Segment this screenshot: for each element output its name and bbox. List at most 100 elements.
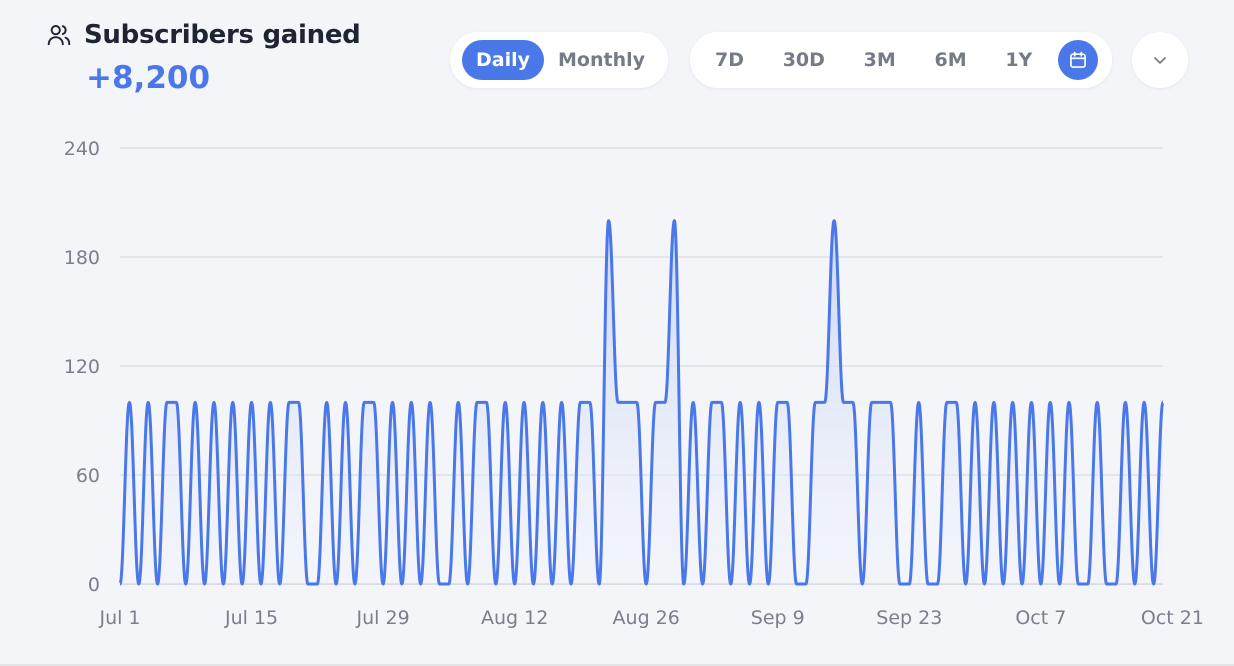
data-point bbox=[380, 581, 386, 587]
data-point bbox=[643, 581, 649, 587]
data-point bbox=[577, 399, 583, 405]
x-tick-label: Jul 29 bbox=[356, 607, 410, 629]
data-point bbox=[173, 399, 179, 405]
data-point bbox=[249, 399, 255, 405]
data-point bbox=[1028, 399, 1034, 405]
data-point bbox=[756, 399, 762, 405]
data-point bbox=[530, 581, 536, 587]
data-point bbox=[709, 399, 715, 405]
calendar-button[interactable] bbox=[1058, 40, 1098, 80]
data-point bbox=[747, 581, 753, 587]
data-point bbox=[145, 399, 151, 405]
data-point bbox=[202, 581, 208, 587]
data-point bbox=[408, 399, 414, 405]
range-selector: 7D 30D 3M 6M 1Y bbox=[690, 32, 1112, 88]
data-point bbox=[841, 399, 847, 405]
data-point bbox=[681, 581, 687, 587]
data-point bbox=[1122, 399, 1128, 405]
data-point bbox=[371, 399, 377, 405]
data-point bbox=[333, 581, 339, 587]
data-point bbox=[521, 399, 527, 405]
data-point bbox=[230, 399, 236, 405]
data-point bbox=[1113, 581, 1119, 587]
data-point bbox=[1075, 581, 1081, 587]
data-point bbox=[728, 581, 734, 587]
range-3m-button[interactable]: 3M bbox=[863, 49, 896, 71]
data-point bbox=[671, 218, 677, 224]
data-point bbox=[183, 581, 189, 587]
data-point bbox=[418, 581, 424, 587]
data-point bbox=[925, 581, 931, 587]
data-point bbox=[136, 581, 142, 587]
data-point bbox=[493, 581, 499, 587]
data-point bbox=[1151, 581, 1157, 587]
data-point bbox=[267, 399, 273, 405]
data-point bbox=[258, 581, 264, 587]
daily-toggle[interactable]: Daily bbox=[462, 40, 545, 80]
data-point bbox=[446, 581, 452, 587]
data-point bbox=[916, 399, 922, 405]
data-point bbox=[1160, 399, 1166, 405]
data-point bbox=[1047, 399, 1053, 405]
data-point bbox=[474, 399, 480, 405]
data-point bbox=[906, 581, 912, 587]
data-point bbox=[436, 581, 442, 587]
series-line bbox=[118, 219, 1165, 586]
data-point bbox=[343, 399, 349, 405]
data-point bbox=[155, 581, 161, 587]
data-point bbox=[775, 399, 781, 405]
data-point bbox=[934, 581, 940, 587]
data-point bbox=[117, 581, 123, 587]
range-6m-button[interactable]: 6M bbox=[934, 49, 967, 71]
x-tick-label: Oct 7 bbox=[1015, 607, 1066, 629]
data-point bbox=[991, 399, 997, 405]
data-point bbox=[972, 399, 978, 405]
data-point bbox=[690, 399, 696, 405]
x-tick-label: Jul 15 bbox=[224, 607, 278, 629]
data-point bbox=[1038, 581, 1044, 587]
data-point bbox=[831, 218, 837, 224]
data-point bbox=[164, 399, 170, 405]
x-tick-label: Jul 1 bbox=[98, 607, 140, 629]
data-point bbox=[277, 581, 283, 587]
data-point bbox=[794, 581, 800, 587]
card-header: Subscribers gained bbox=[46, 20, 361, 50]
data-point bbox=[549, 581, 555, 587]
data-point bbox=[305, 581, 311, 587]
data-point bbox=[568, 581, 574, 587]
data-point bbox=[389, 399, 395, 405]
calendar-icon bbox=[1070, 51, 1086, 68]
data-point bbox=[512, 581, 518, 587]
data-point bbox=[888, 399, 894, 405]
data-point bbox=[1085, 581, 1091, 587]
options-dropdown-button[interactable] bbox=[1132, 32, 1188, 88]
x-tick-label: Sep 23 bbox=[876, 607, 942, 629]
data-point bbox=[822, 399, 828, 405]
data-point bbox=[540, 399, 546, 405]
subscribers-total: +8,200 bbox=[86, 60, 211, 96]
data-point bbox=[126, 399, 132, 405]
data-point bbox=[1019, 581, 1025, 587]
data-point bbox=[662, 399, 668, 405]
y-tick-label: 240 bbox=[64, 138, 100, 160]
data-point bbox=[850, 399, 856, 405]
data-point bbox=[239, 581, 245, 587]
data-point bbox=[587, 399, 593, 405]
data-point bbox=[803, 581, 809, 587]
data-point bbox=[1057, 581, 1063, 587]
data-point bbox=[718, 399, 724, 405]
data-point bbox=[1094, 399, 1100, 405]
range-30d-button[interactable]: 30D bbox=[782, 49, 825, 71]
range-7d-button[interactable]: 7D bbox=[715, 49, 744, 71]
data-point bbox=[1104, 581, 1110, 587]
data-point bbox=[1000, 581, 1006, 587]
x-tick-label: Sep 9 bbox=[751, 607, 805, 629]
y-tick-label: 60 bbox=[76, 465, 100, 487]
data-point bbox=[859, 581, 865, 587]
range-1y-button[interactable]: 1Y bbox=[1005, 49, 1033, 71]
card-title: Subscribers gained bbox=[84, 20, 361, 50]
data-point bbox=[1141, 399, 1147, 405]
monthly-toggle[interactable]: Monthly bbox=[558, 49, 646, 71]
data-point bbox=[897, 581, 903, 587]
